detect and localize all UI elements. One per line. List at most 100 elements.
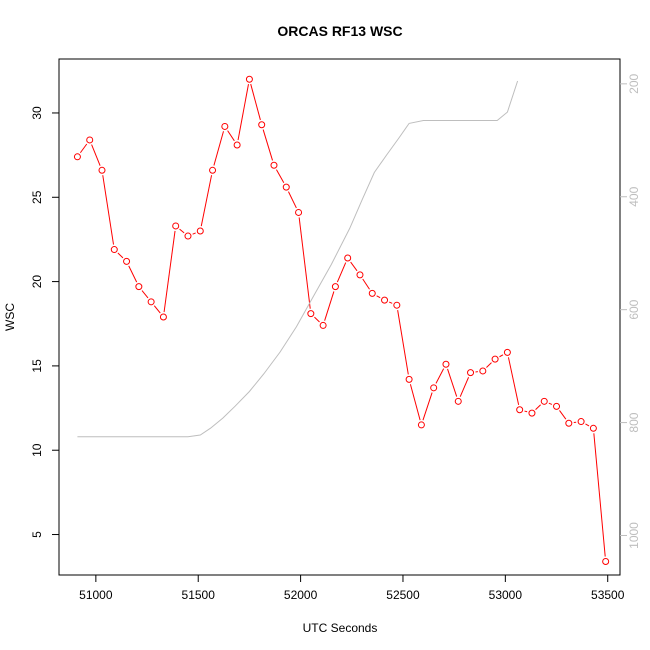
series-segment [141,290,149,299]
data-point [295,208,303,216]
y2-tick-label: 600 [627,299,641,319]
series-0 [73,75,610,566]
series-segment [324,291,335,321]
data-point [479,367,487,375]
data-point [442,360,450,368]
series-line [77,80,519,438]
series-segment [163,230,176,313]
series-segment [91,144,101,166]
data-point [73,153,81,161]
data-point [159,313,167,321]
data-point [344,254,352,262]
series-segment [336,262,347,283]
series-segment [447,368,458,397]
data-point [258,121,266,129]
series-segment [397,310,409,375]
y-tick-label: 10 [30,443,44,457]
y2-tick-label: 400 [627,186,641,206]
series-segment [117,252,124,259]
data-point [528,409,536,417]
data-point [307,310,315,318]
data-point [565,419,573,427]
series-segment [585,423,590,427]
series-segment [422,392,433,421]
y2-tick-label: 800 [627,412,641,432]
y-tick-label: 5 [30,531,44,538]
data-point [270,161,278,169]
data-point [233,141,241,149]
data-point [393,301,401,309]
series-segment [593,433,606,557]
secondary-y-axis: 200 400 600 800 1000 [620,74,641,549]
series-segment [262,129,274,161]
series-segment [192,232,196,235]
series-segment [524,410,528,413]
x-axis: 51000 51500 52000 52500 53000 53500 [79,575,625,602]
series-segment [350,261,358,272]
data-point [147,298,155,306]
series-segment [237,84,249,141]
series-segment [288,191,297,209]
y-tick-label: 20 [30,275,44,289]
data-point [417,421,425,429]
data-point [319,321,327,329]
x-tick-label: 51500 [182,588,216,602]
data-point [86,136,94,144]
series-segment [79,143,88,154]
data-point [172,222,180,230]
series-segment [459,377,470,397]
series-layer [73,75,610,566]
data-point [503,348,511,356]
y2-tick-label: 1000 [627,522,641,549]
data-point [467,369,475,377]
data-point [602,558,610,566]
series-segment [213,131,224,166]
series-segment [388,301,393,304]
series-segment [499,354,504,358]
series-segment [298,217,311,309]
series-1 [77,80,519,438]
data-point [553,402,561,410]
x-axis-label: UTC Seconds [303,621,378,635]
x-tick-label: 53500 [591,588,625,602]
y-tick-label: 25 [30,190,44,204]
series-segment [128,265,138,283]
series-segment [559,410,567,420]
data-point [540,397,548,405]
data-point [98,166,106,174]
y-axis-label: WSC [3,303,17,331]
data-point [368,289,376,297]
data-point [430,384,438,392]
series-segment [179,228,185,234]
plot-frame [58,58,621,576]
series-segment [362,278,370,290]
y-tick-label: 30 [30,106,44,120]
series-segment [200,175,213,227]
x-tick-label: 52500 [386,588,420,602]
data-point [282,183,290,191]
series-segment [535,404,541,411]
series-segment [376,295,381,299]
y-tick-label: 15 [30,359,44,373]
y2-tick-label: 200 [627,74,641,94]
series-segment [548,402,553,405]
data-point [381,296,389,304]
series-segment [435,368,445,384]
series-segment [227,130,235,142]
series-segment [486,362,492,368]
data-point [110,246,118,254]
series-segment [507,357,520,405]
series-segment [250,83,261,121]
data-point [577,418,585,426]
x-tick-label: 53000 [489,588,523,602]
chart-title: ORCAS RF13 WSC [277,23,402,39]
data-point [516,406,524,414]
data-point [123,257,131,265]
data-point [221,122,229,130]
series-segment [153,305,161,314]
data-point [491,355,499,363]
data-point [589,424,597,432]
data-point [356,271,364,279]
data-point [184,232,192,240]
